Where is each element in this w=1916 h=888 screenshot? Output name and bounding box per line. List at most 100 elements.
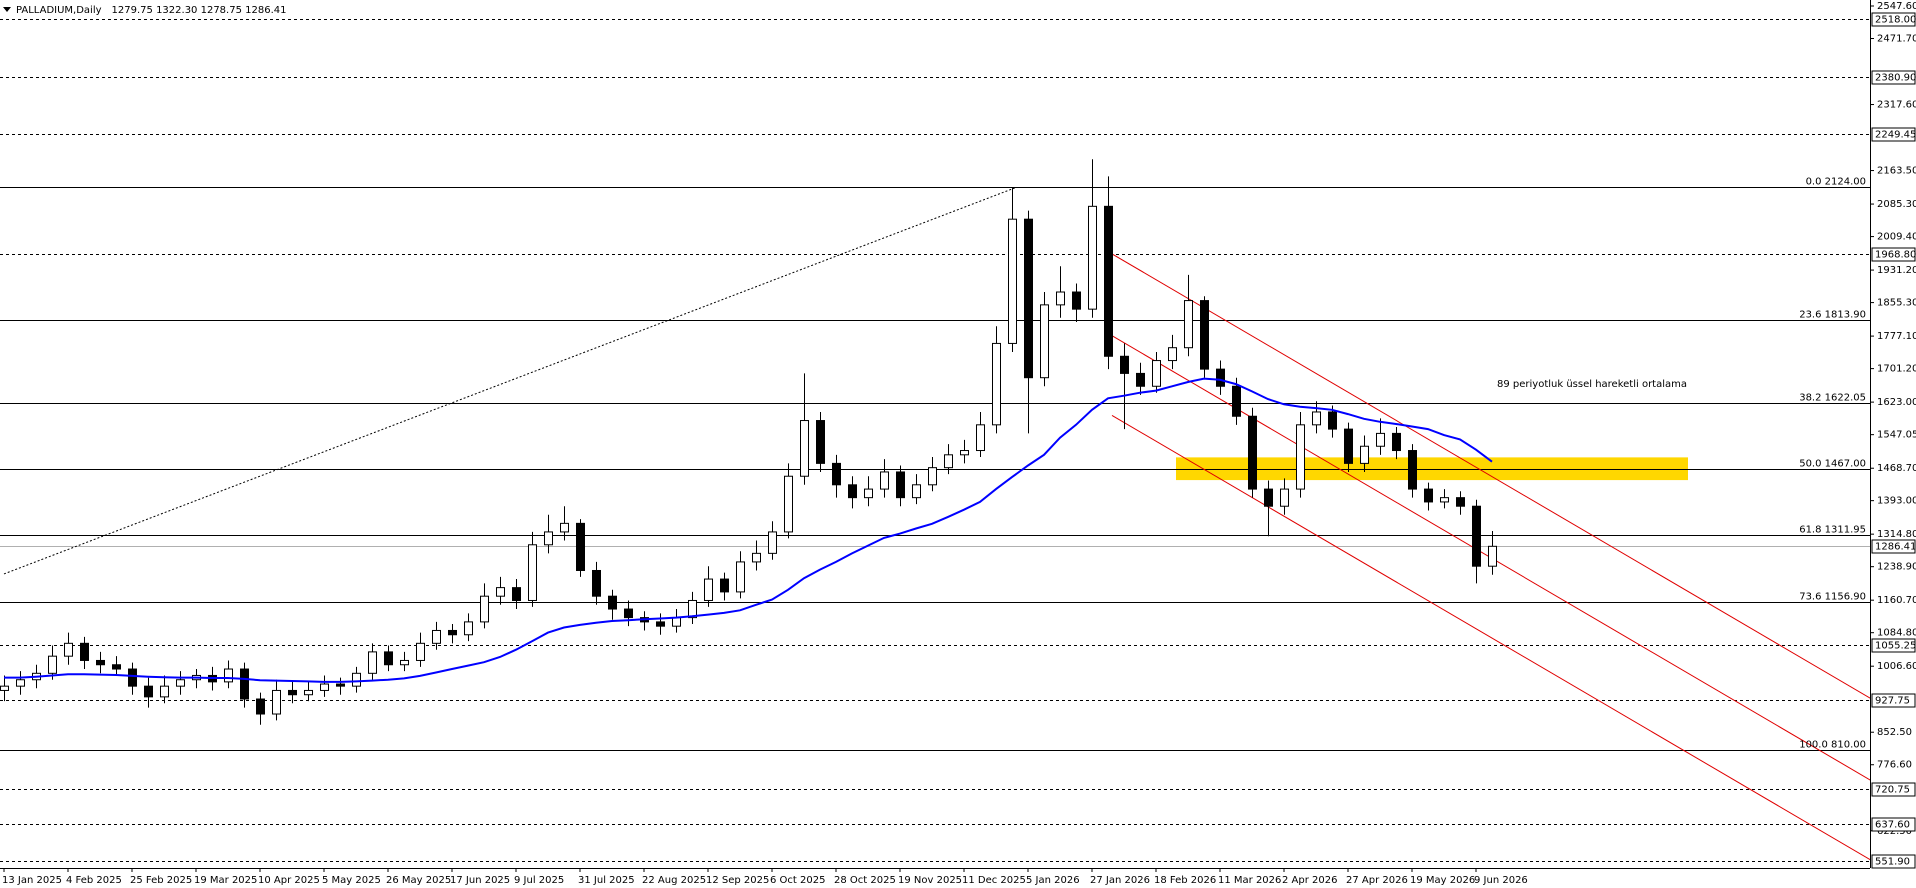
candle-body — [592, 569, 601, 597]
candle-body — [1104, 205, 1113, 357]
y-tick-label: 1701.20 — [1877, 364, 1916, 375]
x-tick-label: 19 May 2026 — [1410, 875, 1475, 886]
x-tick-label: 5 May 2025 — [322, 875, 381, 886]
level-label: 1968.80 — [1875, 250, 1916, 261]
candle-body — [272, 689, 281, 715]
candle-body — [1152, 360, 1161, 387]
fib-label: 23.6 1813.90 — [1799, 310, 1866, 321]
y-tick-label: 2163.50 — [1877, 166, 1916, 177]
candle-body — [1216, 368, 1225, 387]
candle-body — [112, 664, 121, 670]
candle-body — [880, 471, 889, 490]
level-box — [1871, 247, 1916, 262]
candle-body — [448, 629, 457, 636]
candle-body — [624, 608, 633, 619]
fib-label: 38.2 1622.05 — [1799, 393, 1866, 404]
candle-body — [1248, 415, 1257, 490]
ema-line — [4, 377, 1493, 683]
candle-body — [336, 683, 345, 687]
candle-body — [688, 599, 697, 619]
candle-body — [512, 587, 521, 601]
x-tick-label: 22 Aug 2025 — [642, 875, 706, 886]
candle-body — [784, 475, 793, 533]
candle-body — [368, 651, 377, 674]
x-tick-label: 19 Mar 2025 — [194, 875, 257, 886]
candle-body — [1008, 218, 1017, 344]
level-label: 2380.90 — [1875, 73, 1916, 84]
candle-body — [224, 668, 233, 683]
candle-body — [144, 685, 153, 698]
x-tick-label: 11 Mar 2026 — [1218, 875, 1281, 886]
candle-body — [528, 544, 537, 601]
candle-body — [176, 679, 185, 687]
fib-label: 50.0 1467.00 — [1799, 459, 1866, 470]
y-tick-label: 1468.70 — [1877, 463, 1916, 474]
x-tick-label: 31 Jul 2025 — [578, 875, 635, 886]
x-tick-label: 13 Jan 2025 — [2, 875, 62, 886]
candle-body — [304, 689, 313, 696]
y-tick-label: 1238.90 — [1877, 562, 1916, 573]
fib-label: 100.0 810.00 — [1799, 740, 1866, 751]
y-tick-label: 852.50 — [1877, 727, 1912, 738]
candle-body — [800, 420, 809, 477]
x-tick-label: 2 Apr 2026 — [1282, 875, 1337, 886]
y-tick-label: 2317.60 — [1877, 100, 1916, 111]
candle-body — [1296, 424, 1305, 490]
y-tick-label: 776.60 — [1877, 760, 1912, 771]
candle-body — [992, 342, 1001, 426]
x-tick-label: 4 Feb 2025 — [66, 875, 122, 886]
level-box — [1871, 693, 1916, 708]
candle-body — [1024, 218, 1033, 379]
candle-body — [1280, 488, 1289, 507]
candle-body — [912, 484, 921, 499]
trendline — [3, 187, 1017, 575]
candle-body — [576, 522, 585, 571]
ema-label: 89 periyotluk üssel hareketli ortalama — [1497, 379, 1687, 390]
y-tick-label: 1855.30 — [1877, 298, 1916, 309]
y-tick-label: 1393.00 — [1877, 496, 1916, 507]
price-label: 1286.41 — [1875, 542, 1916, 553]
candle-body — [480, 595, 489, 623]
chart-title: PALLADIUM,Daily — [16, 5, 102, 16]
candle-body — [352, 672, 361, 687]
level-box — [1871, 854, 1916, 869]
channel-line — [1111, 414, 1870, 861]
candle-body — [944, 454, 953, 469]
y-tick-label: 1777.10 — [1877, 331, 1916, 342]
candle-body — [1456, 497, 1465, 507]
candle-body — [160, 685, 169, 698]
y-tick-label: 1160.70 — [1877, 595, 1916, 606]
x-tick-label: 27 Apr 2026 — [1346, 875, 1408, 886]
candle-body — [48, 655, 57, 674]
candle-body — [1040, 304, 1049, 379]
candle-body — [1232, 385, 1241, 417]
candle-body — [240, 668, 249, 700]
fib-label: 0.0 2124.00 — [1806, 177, 1866, 188]
candle-body — [720, 578, 729, 593]
y-tick-label: 1931.20 — [1877, 265, 1916, 276]
level-box — [1871, 782, 1916, 797]
candle-body — [1472, 505, 1481, 567]
candle-body — [864, 488, 873, 499]
y-tick-label: 2009.40 — [1877, 232, 1916, 243]
candle-body — [1440, 497, 1449, 503]
candle-body — [896, 471, 905, 499]
level-label: 720.75 — [1875, 785, 1910, 796]
candle-body — [416, 642, 425, 661]
candle-body — [608, 595, 617, 610]
x-tick-label: 27 Jan 2026 — [1090, 875, 1150, 886]
x-tick-label: 17 Jun 2025 — [450, 875, 510, 886]
candle-body — [1120, 355, 1129, 374]
candle-body — [432, 629, 441, 644]
candle-body — [256, 698, 265, 715]
x-tick-label: 9 Jul 2025 — [514, 875, 564, 886]
candle-body — [848, 484, 857, 499]
y-tick-label: 1623.00 — [1877, 397, 1916, 408]
candle-body — [496, 587, 505, 597]
level-label: 927.75 — [1875, 696, 1910, 707]
candle-body — [1136, 372, 1145, 387]
x-tick-label: 12 Sep 2025 — [706, 875, 769, 886]
candle-body — [1264, 488, 1273, 507]
